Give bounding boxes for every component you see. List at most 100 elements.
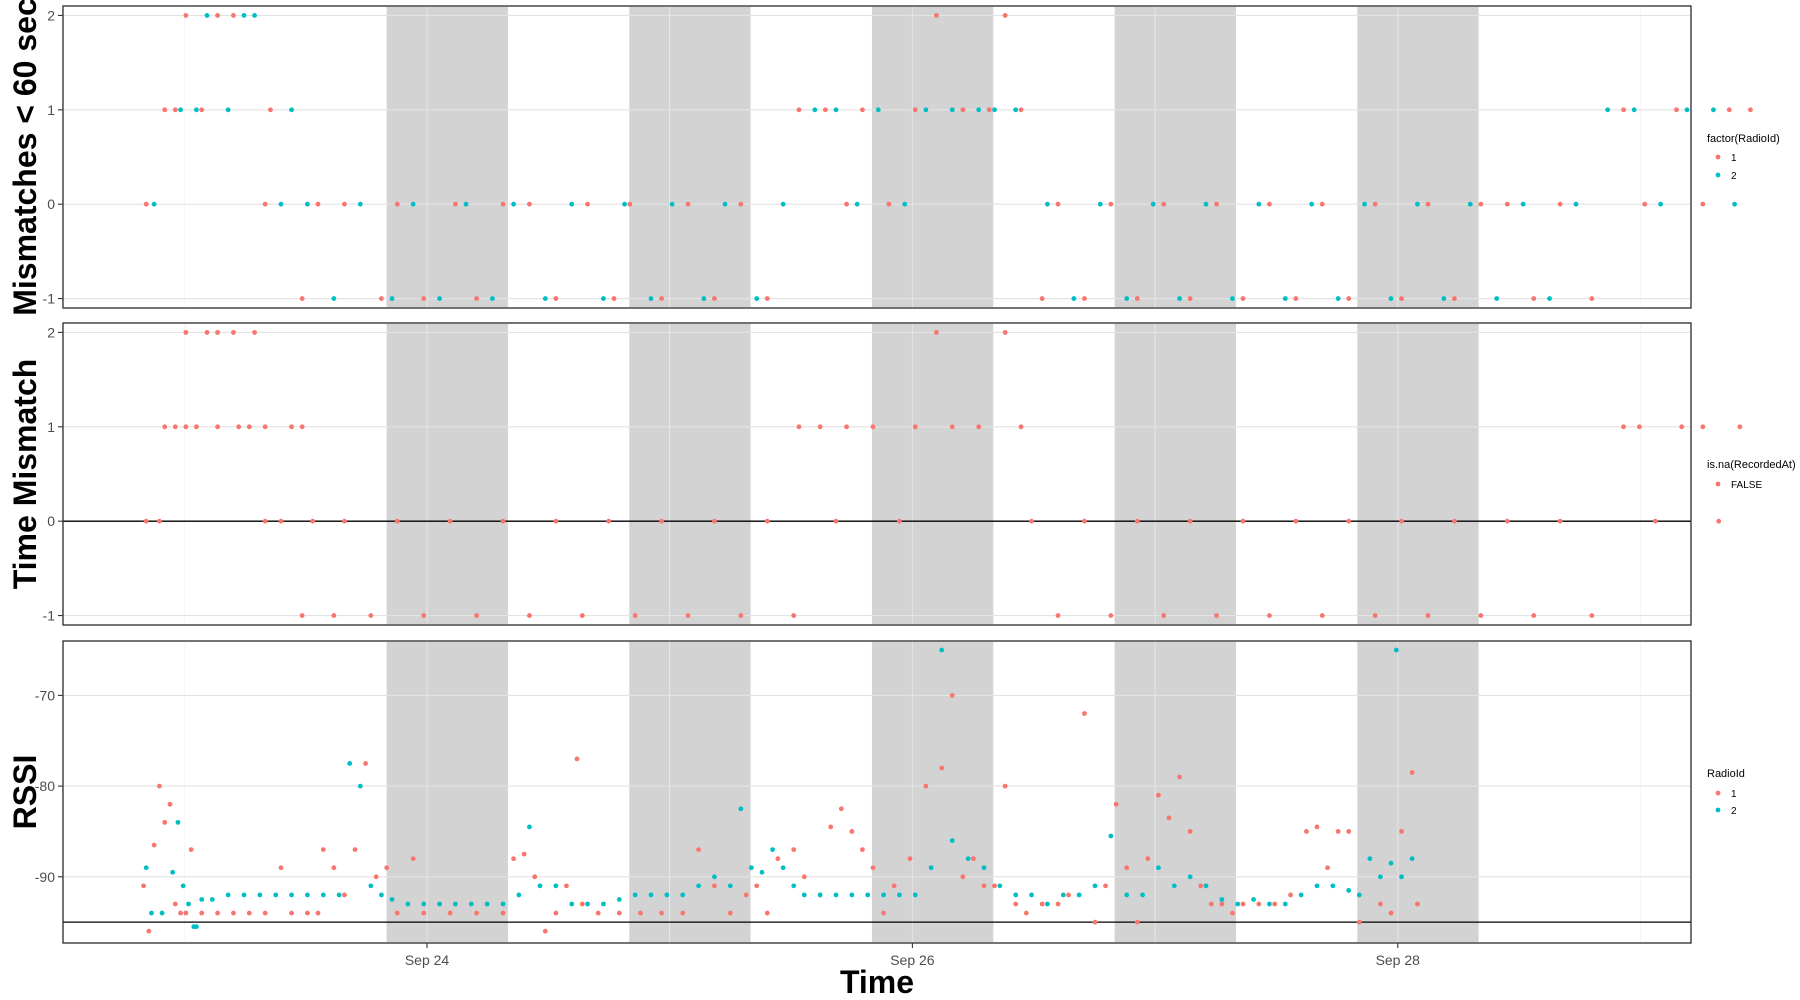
data-point: [1134, 518, 1140, 524]
data-point: [511, 856, 516, 862]
data-point: [1637, 424, 1642, 430]
data-point: [1177, 296, 1182, 301]
data-point: [1214, 613, 1219, 618]
data-point: [537, 883, 543, 889]
data-point: [199, 910, 205, 916]
data-point: [1134, 919, 1140, 925]
data-point: [1388, 910, 1394, 916]
data-point: [342, 201, 347, 207]
data-point: [1441, 296, 1447, 301]
data-point: [907, 856, 913, 862]
data-point: [960, 107, 966, 113]
data-point: [812, 107, 818, 113]
data-point: [1452, 518, 1457, 524]
data-point: [1573, 201, 1579, 207]
data-point: [891, 883, 897, 889]
data-point: [1399, 518, 1404, 524]
data-point: [611, 296, 617, 301]
data-point: [1700, 424, 1706, 430]
data-point: [870, 865, 876, 871]
data-point: [1367, 856, 1373, 862]
data-point: [542, 296, 548, 301]
data-point: [511, 201, 516, 207]
data-point: [579, 613, 585, 618]
data-point: [1092, 919, 1098, 925]
x-tick-label: Sep 28: [1376, 952, 1421, 968]
data-point: [1267, 901, 1272, 907]
data-point: [1679, 424, 1685, 430]
data-point: [178, 107, 183, 113]
data-point: [1547, 296, 1552, 301]
data-point: [986, 107, 992, 113]
data-point: [738, 806, 744, 812]
data-point: [172, 424, 178, 430]
data-point: [1737, 424, 1743, 430]
data-point: [1108, 613, 1114, 618]
data-point: [1425, 613, 1431, 618]
data-point: [157, 783, 162, 789]
data-point: [1060, 892, 1066, 898]
y-tick-label: 2: [47, 7, 55, 23]
data-point: [289, 910, 294, 916]
data-point: [215, 330, 220, 335]
data-point: [870, 424, 876, 430]
data-point: [622, 201, 627, 207]
data-point: [1415, 901, 1420, 907]
legend-rssi: RadioId 1 2: [1707, 768, 1745, 817]
data-point: [616, 897, 622, 902]
data-point: [659, 518, 664, 524]
data-point: [1108, 201, 1114, 207]
data-point: [569, 201, 575, 207]
data-point: [632, 613, 638, 618]
data-point: [289, 892, 294, 898]
data-point: [1399, 874, 1404, 880]
legend-key-1: [1715, 154, 1721, 160]
data-point: [1330, 883, 1336, 889]
data-point: [1631, 107, 1637, 113]
data-point: [796, 424, 802, 430]
legend-key-2: [1715, 807, 1721, 813]
data-point: [912, 424, 918, 430]
legend-key-1: [1715, 790, 1721, 796]
data-point: [289, 424, 294, 430]
data-point: [981, 865, 987, 871]
legend-time-mismatch: is.na(RecordedAt) FALSE: [1707, 459, 1796, 491]
data-point: [490, 296, 495, 301]
data-point: [659, 910, 664, 916]
data-point: [1177, 774, 1182, 780]
data-point: [833, 107, 839, 113]
data-point: [1256, 201, 1262, 207]
x-tick-label: Sep 26: [890, 952, 935, 968]
data-point: [1013, 107, 1019, 113]
data-point: [273, 892, 279, 898]
data-point: [1557, 518, 1563, 524]
data-point: [897, 518, 902, 524]
data-point: [289, 107, 294, 113]
data-point: [881, 910, 886, 916]
night-shade: [1357, 323, 1479, 625]
data-point: [215, 424, 220, 430]
data-point: [564, 883, 569, 889]
data-point: [463, 201, 469, 207]
data-point: [1156, 865, 1161, 871]
data-point: [1557, 201, 1563, 207]
data-point: [553, 296, 559, 301]
data-point: [1504, 201, 1510, 207]
data-point: [997, 883, 1003, 889]
data-point: [225, 892, 231, 898]
data-point: [180, 883, 186, 889]
night-shade: [871, 323, 994, 625]
data-point: [796, 107, 802, 113]
data-point: [1314, 883, 1320, 889]
data-point: [727, 910, 733, 916]
data-point: [527, 824, 532, 830]
data-point: [1314, 824, 1320, 830]
data-point: [1002, 330, 1008, 335]
data-point: [881, 892, 886, 898]
data-point: [143, 201, 149, 207]
data-point: [992, 883, 997, 889]
data-point: [421, 910, 427, 916]
data-point: [1642, 201, 1648, 207]
data-point: [252, 13, 257, 18]
data-point: [1256, 901, 1262, 907]
